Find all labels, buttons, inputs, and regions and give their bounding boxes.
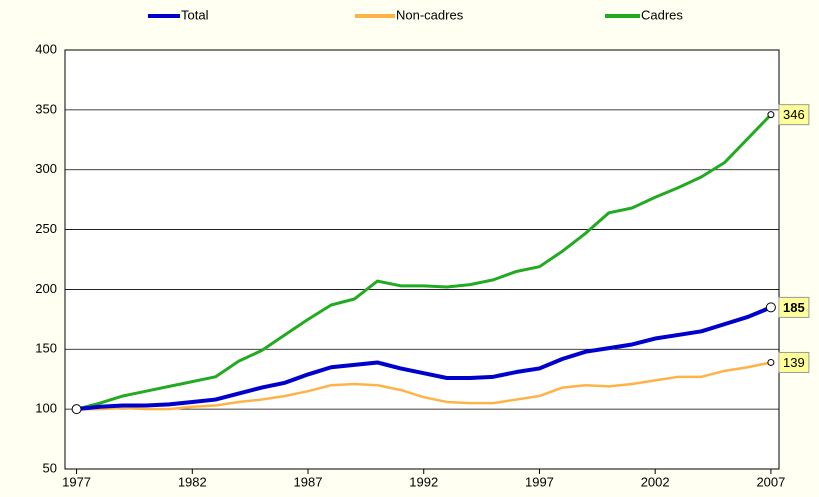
value-label: 346 (783, 107, 805, 122)
y-tick-label: 250 (35, 221, 57, 236)
series-line (76, 113, 772, 411)
y-tick-label: 50 (43, 460, 57, 475)
y-tick-label: 200 (35, 281, 57, 296)
y-tick-label: 350 (35, 101, 57, 116)
value-label-box (778, 351, 810, 373)
y-tick-label: 150 (35, 341, 57, 356)
x-tick-label: 1987 (294, 474, 323, 489)
x-tick-label: 1997 (525, 474, 554, 489)
plot-area (64, 49, 780, 470)
value-label-box (778, 296, 810, 318)
value-label: 185 (783, 300, 805, 315)
series-line (76, 305, 772, 412)
legend-label: Total (181, 7, 209, 22)
end-marker (767, 111, 775, 119)
value-label-box (778, 104, 810, 126)
y-tick-label: 100 (35, 401, 57, 416)
series-line (76, 361, 772, 411)
end-marker (765, 302, 776, 313)
x-tick-label: 1992 (409, 474, 438, 489)
y-tick-label: 400 (35, 41, 57, 56)
y-tick-label: 300 (35, 161, 57, 176)
x-tick-label: 2007 (756, 474, 785, 489)
value-label: 139 (783, 355, 805, 370)
x-tick-label: 2002 (641, 474, 670, 489)
start-marker (71, 404, 82, 415)
x-tick-label: 1977 (62, 474, 91, 489)
legend-label: Non-cadres (396, 7, 464, 22)
x-tick-label: 1982 (178, 474, 207, 489)
legend-label: Cadres (641, 7, 683, 22)
end-marker (767, 358, 775, 366)
